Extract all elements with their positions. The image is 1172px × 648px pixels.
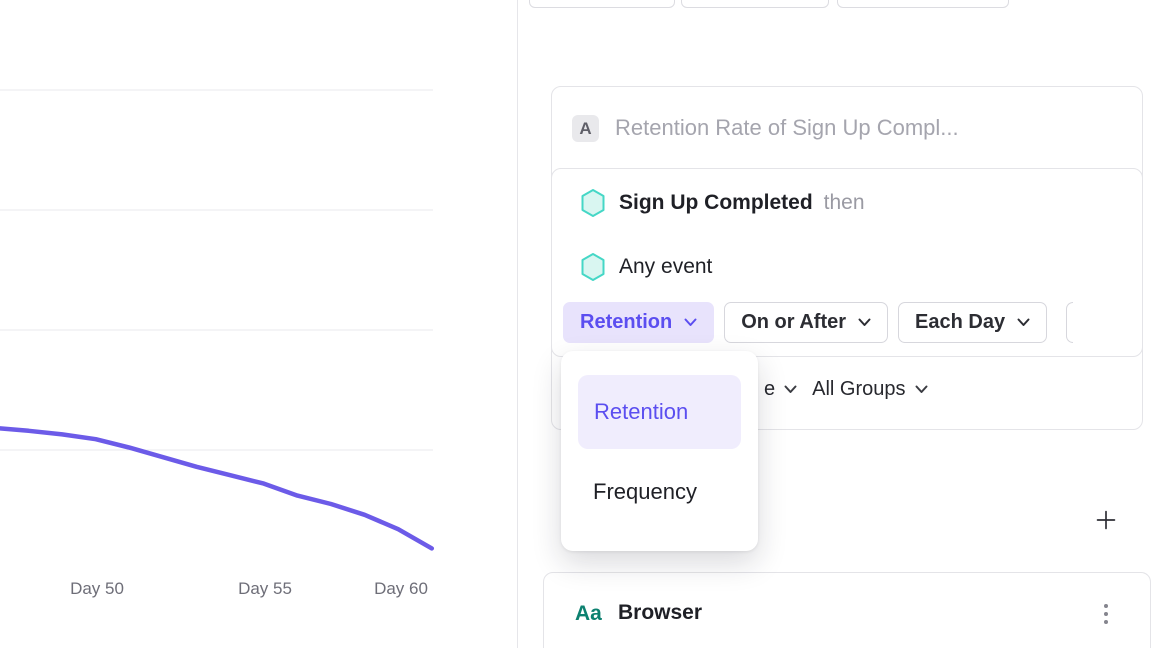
- clipped-toolbar-button[interactable]: [529, 0, 675, 8]
- bucket-size-dropdown[interactable]: Each Day: [898, 302, 1048, 343]
- event-hexagon-icon: [581, 189, 605, 217]
- panel-divider: [517, 0, 518, 648]
- kebab-dot: [1104, 604, 1108, 608]
- measured-as-row: e All Groups: [764, 372, 928, 406]
- event-hexagon-icon: [581, 253, 605, 281]
- property-name: Browser: [618, 601, 703, 624]
- x-axis-tick-label: Day 50: [70, 579, 124, 598]
- kebab-dot: [1104, 620, 1108, 624]
- metric-definition-card: A Retention Rate of Sign Up Compl... Sig…: [551, 86, 1143, 430]
- dropdown-label: All Groups: [812, 377, 906, 400]
- string-property-icon: Aa: [575, 602, 602, 625]
- chevron-down-icon: [915, 385, 927, 393]
- dropdown-label: Each Day: [915, 311, 1006, 333]
- more-options-button[interactable]: [1096, 599, 1116, 629]
- group-filter-dropdown[interactable]: All Groups: [812, 378, 927, 401]
- on-or-after-dropdown[interactable]: On or After: [724, 302, 889, 343]
- kebab-dot: [1104, 612, 1108, 616]
- event-module: Sign Up Completed then Any event Retenti…: [551, 168, 1143, 357]
- metric-letter-badge: A: [572, 115, 599, 142]
- measure-mode-dropdown[interactable]: Retention: [563, 302, 715, 343]
- metric-name-input[interactable]: Retention Rate of Sign Up Compl...: [615, 115, 959, 140]
- add-button[interactable]: [1089, 503, 1123, 537]
- property-card: Aa Browser: [543, 572, 1151, 648]
- retention-line-chart: [0, 89, 435, 551]
- measure-mode-menu: Retention Frequency: [561, 351, 758, 551]
- dropdown-label: Retention: [580, 311, 673, 333]
- menu-item-retention[interactable]: Retention: [578, 375, 741, 449]
- x-axis-tick-label: Day 55: [238, 579, 292, 598]
- chevron-down-icon: [1017, 318, 1030, 326]
- chevron-down-icon: [858, 318, 871, 326]
- event-connector-label: then: [823, 191, 865, 214]
- menu-item-frequency[interactable]: Frequency: [593, 479, 697, 504]
- dropdown-label: On or After: [741, 311, 847, 333]
- x-axis-tick-label: Day 60: [374, 579, 428, 598]
- clipped-toolbar-button[interactable]: [681, 0, 829, 8]
- retention-controls-row: Retention On or After Each Day: [563, 302, 1074, 343]
- event-row-start[interactable]: Sign Up Completed then: [580, 186, 865, 220]
- clipped-measure-dropdown[interactable]: e: [764, 378, 797, 401]
- event-name: Sign Up Completed: [619, 191, 813, 214]
- clipped-toolbar-button[interactable]: [837, 0, 1009, 8]
- event-name: Any event: [619, 255, 713, 278]
- chevron-down-icon: [684, 318, 697, 326]
- dropdown-label: e: [764, 377, 776, 400]
- event-row-return[interactable]: Any event: [580, 250, 712, 284]
- plus-icon: [1096, 510, 1116, 530]
- retention-chart-panel: Day 50 Day 55 Day 60: [0, 0, 517, 648]
- chevron-down-icon: [784, 385, 797, 393]
- clipped-control-button[interactable]: [1066, 302, 1074, 343]
